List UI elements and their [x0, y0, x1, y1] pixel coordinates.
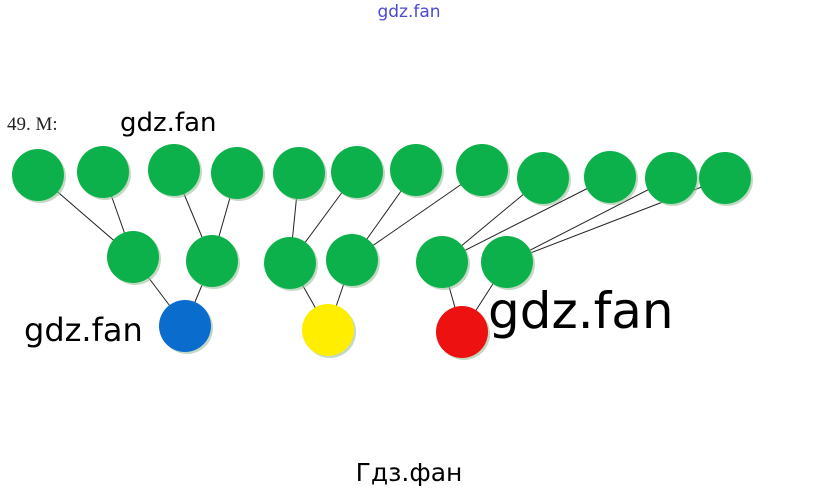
problem-label: 49. M:	[7, 114, 58, 135]
ball-top-green	[584, 151, 636, 203]
ball-top-green	[331, 146, 383, 198]
ball-top-green	[211, 147, 263, 199]
ball-top-green	[77, 146, 129, 198]
ball-middle-green	[326, 234, 378, 286]
ball-middle-green	[107, 231, 159, 283]
ball-middle-green	[186, 235, 238, 287]
ball-top-green	[456, 144, 508, 196]
ball-top-green	[12, 149, 64, 201]
ball-top-green	[390, 144, 442, 196]
ball-middle-green	[416, 236, 468, 288]
watermark: gdz.fan	[24, 311, 143, 349]
ball-top-green	[699, 152, 751, 204]
connector-line	[441, 176, 611, 263]
ball-top-green	[517, 152, 569, 204]
connector-line	[506, 177, 672, 263]
watermark: gdz.fan	[488, 282, 674, 340]
ball-middle-green	[481, 236, 533, 288]
ball-top-green	[148, 144, 200, 196]
ball-top-green	[645, 152, 697, 204]
ball-bottom-red	[436, 306, 488, 358]
ball-bottom-blue	[159, 300, 211, 352]
watermark-bottom: Гдз.фан	[355, 458, 463, 487]
ball-middle-green	[264, 237, 316, 289]
ball-bottom-yellow	[302, 304, 354, 356]
ball-top-green	[273, 147, 325, 199]
watermark: gdz.fan	[120, 108, 217, 138]
watermark-top: gdz.fan	[377, 2, 441, 22]
